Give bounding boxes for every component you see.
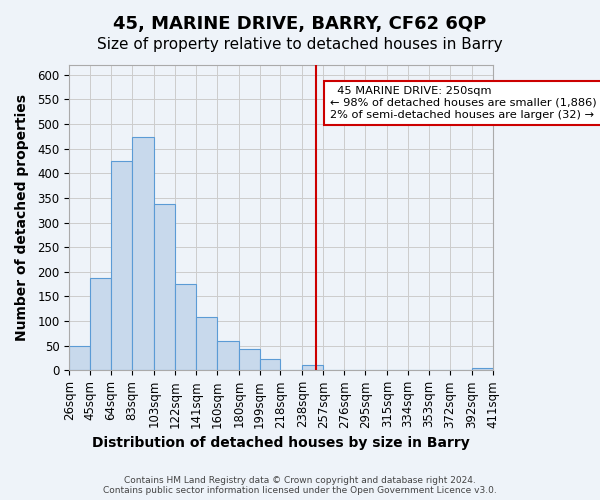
Bar <box>217 341 239 370</box>
Text: 45, MARINE DRIVE, BARRY, CF62 6QP: 45, MARINE DRIVE, BARRY, CF62 6QP <box>113 15 487 33</box>
X-axis label: Distribution of detached houses by size in Barry: Distribution of detached houses by size … <box>92 436 470 450</box>
Bar <box>111 161 132 370</box>
Bar <box>472 368 493 370</box>
Text: Contains HM Land Registry data © Crown copyright and database right 2024.
Contai: Contains HM Land Registry data © Crown c… <box>103 476 497 495</box>
Bar <box>239 349 260 370</box>
Y-axis label: Number of detached properties: Number of detached properties <box>15 94 29 341</box>
Bar <box>90 278 111 370</box>
Bar <box>70 346 90 370</box>
Bar <box>154 204 175 370</box>
Bar <box>132 137 154 370</box>
Bar <box>302 366 323 370</box>
Bar <box>196 317 217 370</box>
Text: Size of property relative to detached houses in Barry: Size of property relative to detached ho… <box>97 38 503 52</box>
Bar <box>260 358 280 370</box>
Text: 45 MARINE DRIVE: 250sqm  
← 98% of detached houses are smaller (1,886)
2% of sem: 45 MARINE DRIVE: 250sqm ← 98% of detache… <box>330 86 600 120</box>
Bar <box>175 284 196 370</box>
